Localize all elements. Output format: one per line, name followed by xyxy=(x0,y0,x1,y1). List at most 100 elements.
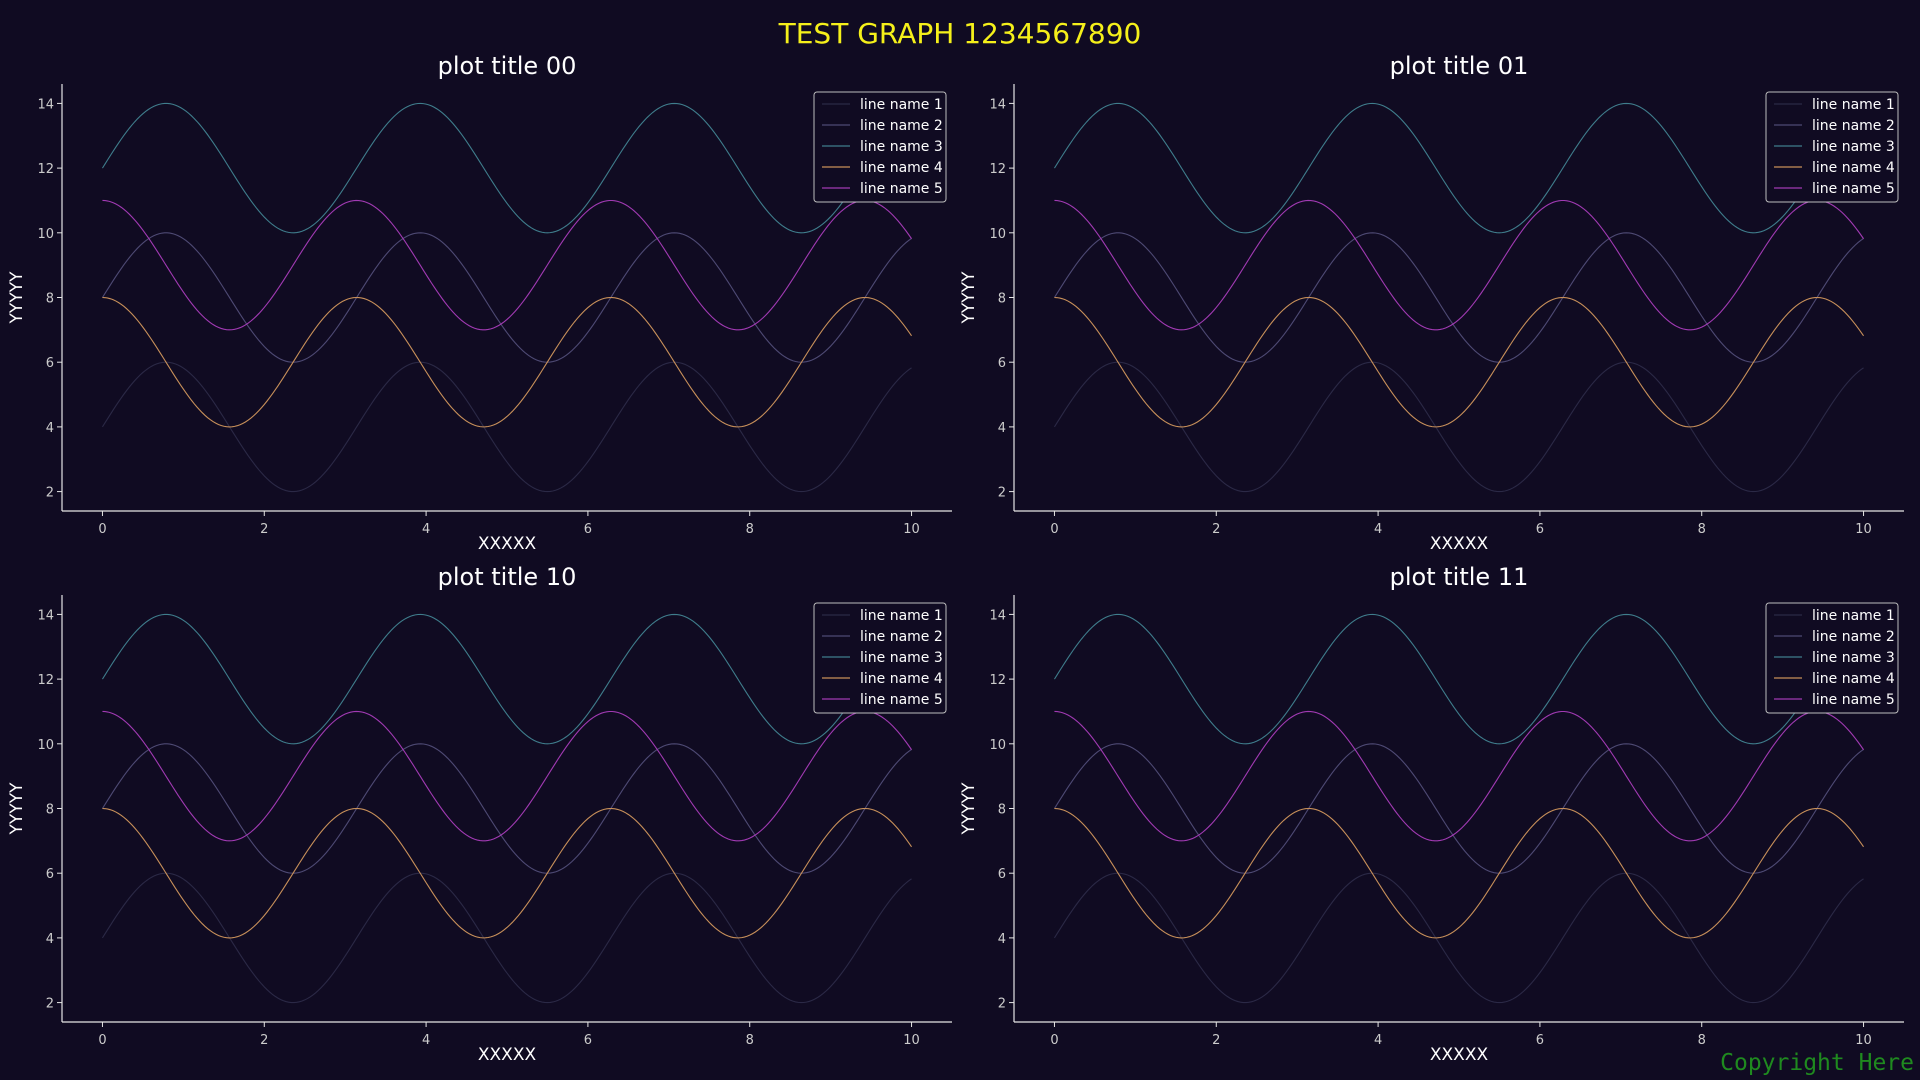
x-tick-label: 0 xyxy=(98,522,106,537)
series-line-5 xyxy=(102,710,913,842)
y-tick-label: 10 xyxy=(37,227,54,242)
series-line-2 xyxy=(1053,232,1864,363)
legend-entry: line name 5 xyxy=(1812,181,1895,197)
series-line-4 xyxy=(1054,296,1865,428)
legend-entry: line name 5 xyxy=(1812,692,1895,708)
y-tick-label: 4 xyxy=(998,421,1006,436)
x-tick-label: 8 xyxy=(746,1033,754,1048)
legend-entry: line name 5 xyxy=(860,692,943,708)
x-tick-label: 0 xyxy=(98,1033,106,1048)
legend-entry: line name 5 xyxy=(860,181,943,197)
x-tick-label: 10 xyxy=(1855,522,1872,537)
x-axis-label: XXXXX xyxy=(478,534,537,554)
x-tick-label: 4 xyxy=(422,1033,430,1048)
legend: line name 1 line name 2 line name 3 line na… xyxy=(813,91,947,203)
y-tick-label: 12 xyxy=(37,673,54,688)
x-tick-label: 2 xyxy=(1212,1033,1220,1048)
series-line-1 xyxy=(1053,872,1864,1004)
legend-entry: line name 4 xyxy=(1812,671,1895,687)
subplot-3: plot title 11 0 2 4 6 8 10 2 4 6 8 10 12 14 XXXXX YYYYY… xyxy=(959,563,1904,1065)
subplot-0: plot title 00 0 2 4 6 8 10 2 4 6 8 10 12 14 XXXXX YYYYY… xyxy=(7,52,952,554)
legend-box xyxy=(813,602,947,714)
x-tick-label: 0 xyxy=(1050,1033,1058,1048)
x-tick-label: 6 xyxy=(1536,1033,1544,1048)
y-tick-label: 14 xyxy=(989,97,1006,112)
y-tick-label: 2 xyxy=(46,486,54,501)
x-tick-label: 10 xyxy=(903,522,920,537)
y-tick-label: 8 xyxy=(998,803,1006,818)
y-tick-label: 2 xyxy=(998,997,1006,1012)
x-tick-label: 2 xyxy=(260,1033,268,1048)
legend-entry: line name 1 xyxy=(860,97,943,113)
legend-entry: line name 3 xyxy=(1812,139,1895,155)
y-tick-label: 10 xyxy=(989,227,1006,242)
x-axis-label: XXXXX xyxy=(1430,1045,1489,1065)
subplot-title: plot title 10 xyxy=(438,563,577,591)
legend-entry: line name 2 xyxy=(1812,118,1895,134)
y-axis-label: YYYYY xyxy=(959,782,979,836)
y-axis-label: YYYYY xyxy=(7,782,27,836)
legend-entry: line name 2 xyxy=(860,629,943,645)
x-tick-label: 4 xyxy=(1374,522,1382,537)
legend: line name 1 line name 2 line name 3 line na… xyxy=(813,602,947,714)
x-tick-label: 6 xyxy=(584,1033,592,1048)
y-tick-label: 6 xyxy=(998,867,1006,882)
y-tick-label: 6 xyxy=(998,356,1006,371)
series-line-4 xyxy=(102,807,913,939)
legend-entry: line name 3 xyxy=(860,650,943,666)
y-tick-label: 8 xyxy=(998,292,1006,307)
y-tick-label: 10 xyxy=(37,738,54,753)
x-axis-label: XXXXX xyxy=(478,1045,537,1065)
legend-entry: line name 3 xyxy=(860,139,943,155)
y-tick-label: 2 xyxy=(46,997,54,1012)
series-line-3 xyxy=(101,613,912,745)
legend-box xyxy=(1765,602,1899,714)
y-tick-label: 4 xyxy=(998,932,1006,947)
series-line-2 xyxy=(1053,743,1864,874)
series-line-5 xyxy=(1054,710,1865,842)
y-tick-label: 6 xyxy=(46,867,54,882)
legend-entry: line name 1 xyxy=(1812,97,1895,113)
series-line-1 xyxy=(1053,361,1864,493)
series-line-3 xyxy=(1053,102,1864,234)
x-tick-label: 2 xyxy=(260,522,268,537)
series-line-1 xyxy=(101,872,912,1004)
legend-entry: line name 4 xyxy=(1812,160,1895,176)
y-tick-label: 2 xyxy=(998,486,1006,501)
series-line-5 xyxy=(1054,199,1865,331)
x-tick-label: 4 xyxy=(422,522,430,537)
y-tick-label: 14 xyxy=(37,97,54,112)
legend-entry: line name 1 xyxy=(860,608,943,624)
y-tick-label: 4 xyxy=(46,932,54,947)
legend: line name 1 line name 2 line name 3 line na… xyxy=(1765,602,1899,714)
y-tick-label: 12 xyxy=(989,162,1006,177)
x-axis-label: XXXXX xyxy=(1430,534,1489,554)
legend-box xyxy=(813,91,947,203)
x-tick-label: 0 xyxy=(1050,522,1058,537)
x-tick-label: 2 xyxy=(1212,522,1220,537)
x-tick-label: 8 xyxy=(1698,1033,1706,1048)
legend-entry: line name 3 xyxy=(1812,650,1895,666)
x-tick-label: 6 xyxy=(1536,522,1544,537)
series-line-3 xyxy=(101,102,912,234)
legend-entry: line name 4 xyxy=(860,671,943,687)
subplot-1: plot title 01 0 2 4 6 8 10 2 4 6 8 10 12 14 XXXXX YYYYY… xyxy=(959,52,1904,554)
x-tick-label: 4 xyxy=(1374,1033,1382,1048)
figure-title: TEST GRAPH 1234567890 xyxy=(778,17,1142,50)
legend-box xyxy=(1765,91,1899,203)
subplot-title: plot title 11 xyxy=(1390,563,1529,591)
copyright-text: Copyright Here xyxy=(1720,1050,1914,1076)
y-tick-label: 6 xyxy=(46,356,54,371)
legend-entry: line name 4 xyxy=(860,160,943,176)
y-tick-label: 14 xyxy=(989,608,1006,623)
series-line-1 xyxy=(101,361,912,493)
y-tick-label: 4 xyxy=(46,421,54,436)
x-tick-label: 10 xyxy=(903,1033,920,1048)
legend-entry: line name 2 xyxy=(1812,629,1895,645)
y-tick-label: 10 xyxy=(989,738,1006,753)
legend-entry: line name 2 xyxy=(860,118,943,134)
x-tick-label: 8 xyxy=(746,522,754,537)
series-line-3 xyxy=(1053,613,1864,745)
series-line-2 xyxy=(101,743,912,874)
